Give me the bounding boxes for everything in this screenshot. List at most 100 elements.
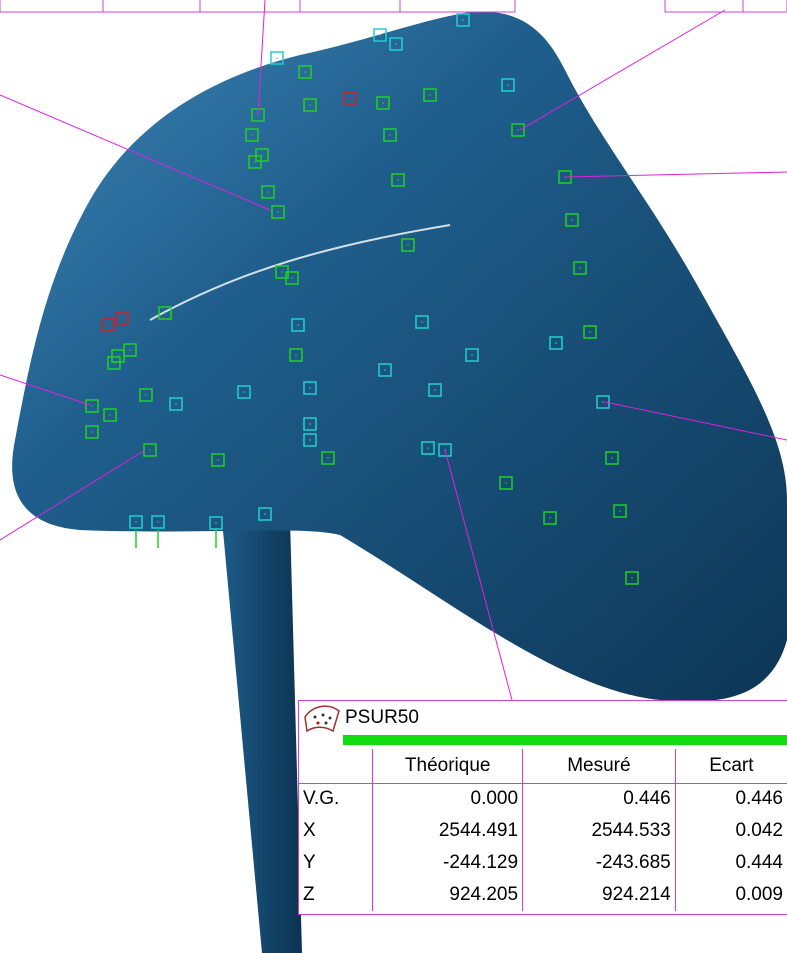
- value-cell: 0.446: [522, 783, 676, 815]
- marker-dot: [135, 521, 137, 523]
- leader: [444, 449, 513, 701]
- marker-dot: [149, 449, 151, 451]
- marker-dot: [113, 362, 115, 364]
- marker-dot: [267, 191, 269, 193]
- row-label: V.G.: [303, 788, 340, 810]
- marker: [169, 397, 183, 411]
- highlight: [149, 224, 451, 321]
- marker: [285, 271, 299, 285]
- marker-dot: [384, 369, 386, 371]
- value-cell: 0.444: [674, 847, 787, 879]
- marker: [465, 348, 479, 362]
- marker: [245, 128, 259, 142]
- marker: [456, 13, 470, 27]
- headrest-surface: [12, 11, 787, 702]
- marker-dot: [215, 522, 217, 524]
- row-label: Y: [303, 852, 316, 873]
- value-cell: 0.000: [372, 783, 523, 815]
- panel-header: PSUR50: [299, 701, 787, 735]
- post: [222, 520, 302, 953]
- marker: [248, 155, 262, 169]
- inspection-panel: PSUR50 Théorique Mesuré Ecart V.G. 0.000 0.44…: [298, 700, 787, 915]
- data-row: Y -244.129 -243.685 0.444: [299, 847, 787, 879]
- leader: [0, 374, 91, 406]
- marker: [303, 433, 317, 447]
- header-row: Théorique Mesuré Ecart: [299, 749, 787, 784]
- cropped-labels: [0, 0, 787, 13]
- marker: [289, 348, 303, 362]
- marker-dot: [434, 389, 436, 391]
- marker-dot: [549, 517, 551, 519]
- corner-cell: [299, 749, 373, 784]
- marker: [129, 515, 143, 529]
- value-cell: 924.214: [522, 879, 676, 911]
- marker-dot: [427, 447, 429, 449]
- leader: [604, 401, 787, 441]
- marker-dot: [295, 354, 297, 356]
- data-row: V.G. 0.000 0.446 0.446: [299, 783, 787, 815]
- marker: [389, 37, 403, 51]
- marker: [103, 408, 117, 422]
- marker-dot: [395, 43, 397, 45]
- leader: [0, 94, 271, 211]
- marker: [383, 128, 397, 142]
- marker-dot: [145, 394, 147, 396]
- marker: [255, 148, 269, 162]
- marker: [291, 318, 305, 332]
- leader: [564, 171, 787, 178]
- marker-dot: [349, 97, 351, 99]
- data-row: X 2544.491 2544.533 0.042: [299, 815, 787, 847]
- marker: [270, 51, 284, 65]
- value-cell: -243.685: [522, 847, 676, 879]
- column-header: Ecart: [674, 749, 787, 784]
- label-box: [0, 0, 516, 13]
- marker-dot: [251, 134, 253, 136]
- value-cell: 0.042: [674, 815, 787, 847]
- marker-dot: [507, 84, 509, 86]
- marker: [115, 311, 129, 325]
- marker-dot: [611, 457, 613, 459]
- marker-dot: [157, 521, 159, 523]
- marker-dot: [304, 71, 306, 73]
- value-cell: 0.009: [674, 879, 787, 911]
- column-header: Théorique: [372, 749, 523, 784]
- marker-dot: [217, 459, 219, 461]
- marker: [499, 476, 513, 490]
- marker: [373, 28, 387, 42]
- marker: [85, 399, 99, 413]
- marker: [271, 205, 285, 219]
- marker: [428, 383, 442, 397]
- value-cell: -244.129: [372, 847, 523, 879]
- marker-dot: [277, 211, 279, 213]
- marker-dot: [91, 431, 93, 433]
- marker: [303, 417, 317, 431]
- marker: [321, 451, 335, 465]
- marker: [209, 516, 223, 530]
- marker: [111, 349, 125, 363]
- marker-dot: [429, 94, 431, 96]
- marker: [565, 213, 579, 227]
- marker-dot: [91, 405, 93, 407]
- marker: [596, 395, 610, 409]
- marker: [376, 96, 390, 110]
- surface-icon: [304, 705, 340, 733]
- marker-dot: [602, 401, 604, 403]
- marker-dot: [291, 277, 293, 279]
- marker: [258, 507, 272, 521]
- marker-dot: [555, 342, 557, 344]
- marker: [303, 98, 317, 112]
- marker-dot: [505, 482, 507, 484]
- marker-dot: [407, 244, 409, 246]
- marker-dot: [389, 134, 391, 136]
- value-cell: 0.446: [674, 783, 787, 815]
- data-row: Z 924.205 924.214 0.009: [299, 879, 787, 911]
- marker: [151, 515, 165, 529]
- marker-dot: [309, 387, 311, 389]
- marker: [139, 388, 153, 402]
- marker: [423, 88, 437, 102]
- marker: [261, 185, 275, 199]
- leader-lines: [0, 0, 787, 701]
- markers: [85, 13, 639, 585]
- marker-dot: [129, 349, 131, 351]
